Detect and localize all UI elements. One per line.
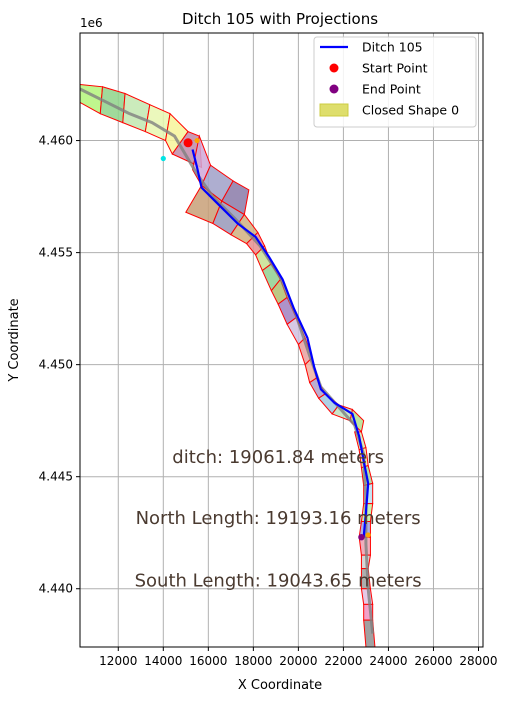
y-axis-ticks: 4.440 4.445 4.450 4.455 4.460 xyxy=(39,134,80,596)
legend-label-1: Start Point xyxy=(362,61,428,76)
legend-label-0: Ditch 105 xyxy=(362,40,423,55)
y-tick-label-4: 4.460 xyxy=(39,134,73,148)
annotation-0: ditch: 19061.84 meters xyxy=(172,447,384,468)
y-axis-label: Y Coordinate xyxy=(7,298,22,382)
x-tick-label-1: 14000 xyxy=(144,654,182,668)
chart-title: Ditch 105 with Projections xyxy=(182,10,378,28)
projection-marker-2 xyxy=(365,532,371,538)
annotations: ditch: 19061.84 meters North Length: 1919… xyxy=(135,447,422,591)
x-tick-label-6: 24000 xyxy=(369,654,407,668)
legend: Ditch 105 Start Point End Point Closed Shap… xyxy=(313,36,477,128)
x-tick-label-0: 12000 xyxy=(99,654,137,668)
start-point-marker xyxy=(183,138,193,148)
annotation-2: South Length: 19043.65 meters xyxy=(135,570,422,591)
projection-marker-0 xyxy=(194,137,200,144)
x-tick-label-8: 28000 xyxy=(459,654,497,668)
legend-label-3: Closed Shape 0 xyxy=(362,103,459,118)
legend-handle-2 xyxy=(329,84,339,94)
x-tick-label-7: 26000 xyxy=(414,654,452,668)
centerline-series xyxy=(80,87,375,634)
x-tick-label-2: 16000 xyxy=(189,654,227,668)
x-axis-label: X Coordinate xyxy=(238,678,322,693)
end-point-marker xyxy=(358,533,365,541)
ditch-105-series xyxy=(191,149,370,538)
legend-label-2: End Point xyxy=(362,82,421,97)
legend-box xyxy=(313,36,477,128)
y-tick-label-1: 4.445 xyxy=(39,470,73,484)
y-tick-label-3: 4.455 xyxy=(39,246,73,260)
point-markers xyxy=(160,137,371,541)
y-offset-label: 1e6 xyxy=(80,16,103,30)
plot-frame xyxy=(79,32,484,648)
polygon-segment-35 xyxy=(363,619,376,647)
x-tick-label-3: 18000 xyxy=(234,654,272,668)
ditch-polygons xyxy=(80,84,376,647)
ditch-lines xyxy=(80,87,375,634)
x-tick-label-4: 20000 xyxy=(279,654,317,668)
projection-marker-1 xyxy=(160,155,166,162)
y-tick-label-0: 4.440 xyxy=(39,582,73,596)
x-axis-ticks: 12000 14000 16000 18000 20000 22000 24000 26000… xyxy=(99,647,498,668)
y-tick-label-2: 4.450 xyxy=(39,358,73,372)
legend-handle-1 xyxy=(329,63,339,73)
legend-handle-3 xyxy=(319,103,349,117)
annotation-1: North Length: 19193.16 meters xyxy=(136,508,421,529)
x-tick-label-5: 22000 xyxy=(324,654,362,668)
